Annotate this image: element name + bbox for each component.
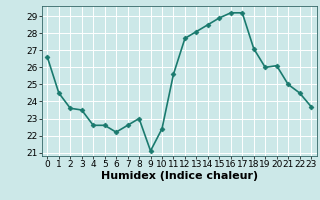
- X-axis label: Humidex (Indice chaleur): Humidex (Indice chaleur): [100, 171, 258, 181]
